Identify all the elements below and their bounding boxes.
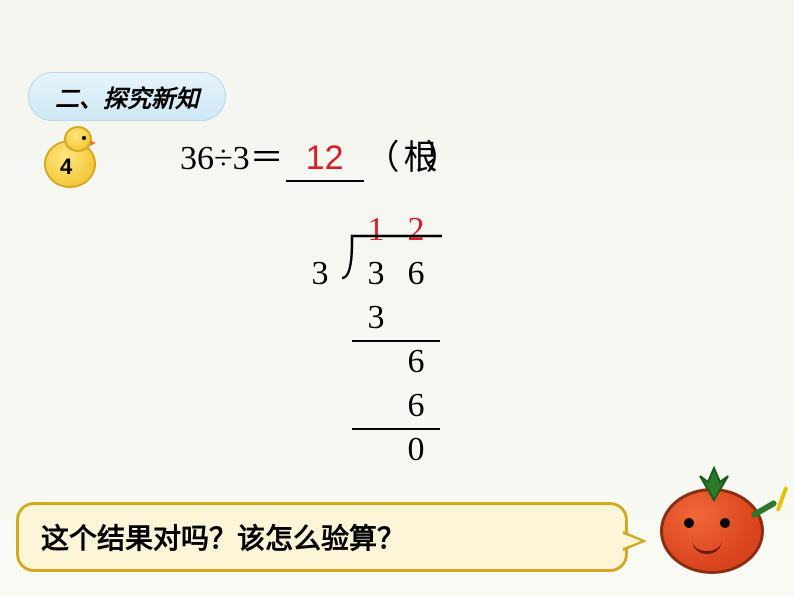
unit-close-paren: ）	[426, 130, 460, 179]
section-header-text: 二、探究新知	[55, 87, 199, 113]
step2-bringdown-row: 6	[300, 340, 436, 384]
equation-result-value: 12	[306, 139, 344, 177]
speech-bubble: 这个结果对吗？该怎么验算？	[16, 502, 628, 572]
equation-row: 36÷3＝ 12 （ 根 ）	[180, 130, 460, 179]
divisor: 3	[300, 252, 340, 296]
chick-head-shape	[64, 126, 92, 152]
tomato-character	[640, 462, 780, 582]
tomato-eye-left-icon	[684, 518, 694, 528]
remainder: 0	[396, 428, 436, 472]
step1-row: 3	[300, 296, 436, 340]
remainder-row: 0	[300, 428, 436, 472]
section-header: 二、探究新知	[28, 72, 226, 121]
long-division: 1 2 3 3 6 3 6 6 0	[300, 208, 436, 472]
example-number: 4	[60, 154, 72, 180]
result-underline	[286, 180, 364, 182]
unit-open-paren: （	[366, 130, 400, 179]
step2-sub-row: 6	[300, 384, 436, 428]
tomato-stem-icon	[692, 466, 736, 502]
step1-line	[352, 340, 440, 342]
step1-value: 3	[356, 296, 396, 340]
equation-result: 12	[288, 139, 362, 178]
equation-expression: 36÷3＝	[180, 130, 284, 179]
tomato-pen-icon	[776, 486, 789, 512]
step2-sub: 6	[396, 384, 436, 428]
tomato-eye-right-icon	[720, 518, 730, 528]
step2-line	[352, 428, 440, 430]
dividend-row: 3 3 6	[300, 252, 436, 296]
speech-text: 这个结果对吗？该怎么验算？	[41, 517, 405, 557]
chick-beak-icon	[90, 140, 96, 146]
step2-bringdown: 6	[396, 340, 436, 384]
chick-eye-icon	[82, 136, 86, 140]
chick-character: 4	[36, 126, 102, 200]
